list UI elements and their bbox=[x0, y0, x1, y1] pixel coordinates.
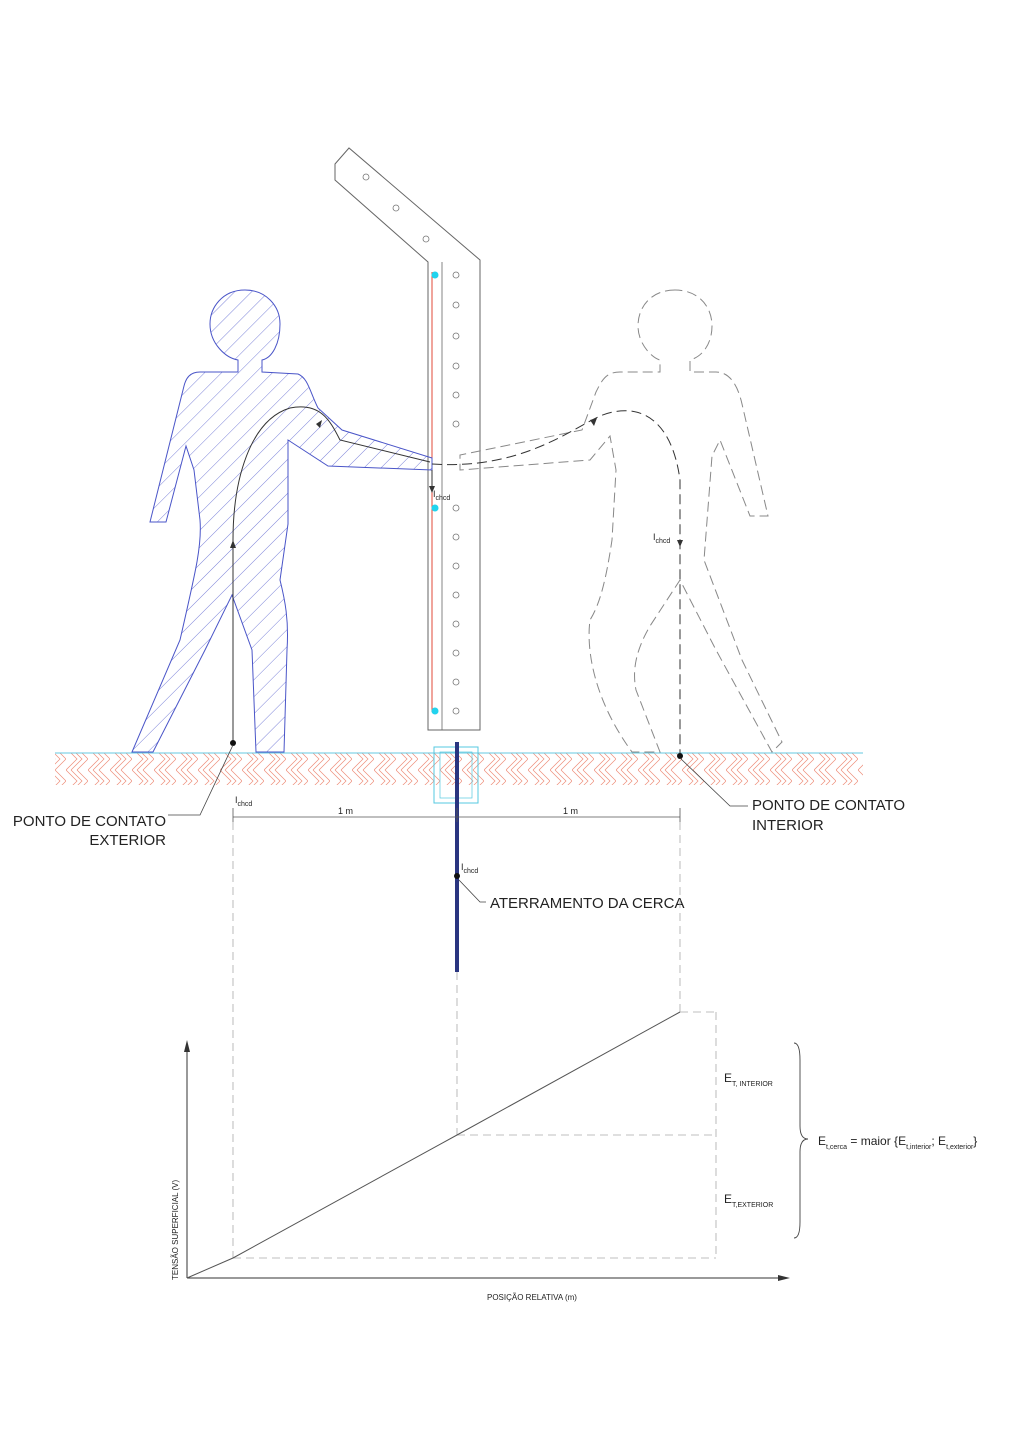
projection-lines bbox=[233, 822, 716, 1258]
person-interior-body bbox=[460, 290, 782, 752]
et-interior-label: ET, INTERIOR bbox=[724, 1071, 773, 1088]
ground-electrode bbox=[455, 742, 459, 972]
label-exterior-line2: EXTERIOR bbox=[89, 832, 166, 849]
total-brace bbox=[794, 1043, 808, 1238]
graph-x-label: POSIÇÃO RELATIVA (m) bbox=[487, 1293, 577, 1302]
voltage-profile-line bbox=[187, 1012, 680, 1278]
person-exterior-body bbox=[132, 290, 432, 752]
equation: Et,cerca = maior {Et,interior; Et,exteri… bbox=[818, 1134, 977, 1151]
dim-label-right: 1 m bbox=[563, 806, 578, 816]
label-interior-line2: INTERIOR bbox=[752, 817, 824, 834]
fence-post bbox=[335, 148, 480, 972]
current-label-interior: Ichcd bbox=[653, 532, 670, 545]
label-grounding: ATERRAMENTO DA CERCA bbox=[490, 895, 684, 912]
label-interior-line1: PONTO DE CONTATO bbox=[752, 797, 905, 814]
voltage-graph: TENSÃO SUPERFICIAL (V) POSIÇÃO RELATIVA … bbox=[171, 1012, 977, 1302]
dim-label-left: 1 m bbox=[338, 806, 353, 816]
graph-y-label: TENSÃO SUPERFICIAL (V) bbox=[171, 1180, 180, 1281]
graph-x-arrow bbox=[778, 1275, 790, 1281]
cyan-point-bottom bbox=[432, 708, 439, 715]
label-exterior-line1: PONTO DE CONTATO bbox=[13, 813, 166, 830]
person-exterior bbox=[132, 290, 432, 752]
cyan-point-top bbox=[432, 272, 439, 279]
et-exterior-label: ET,EXTERIOR bbox=[724, 1192, 773, 1209]
electrode-current-point bbox=[454, 873, 460, 879]
current-label-exterior: Ichcd bbox=[235, 795, 252, 808]
person-interior bbox=[460, 290, 782, 752]
graph-y-arrow bbox=[184, 1040, 190, 1052]
current-label-electrode: Ichcd bbox=[461, 862, 478, 875]
cyan-point-mid bbox=[432, 505, 439, 512]
